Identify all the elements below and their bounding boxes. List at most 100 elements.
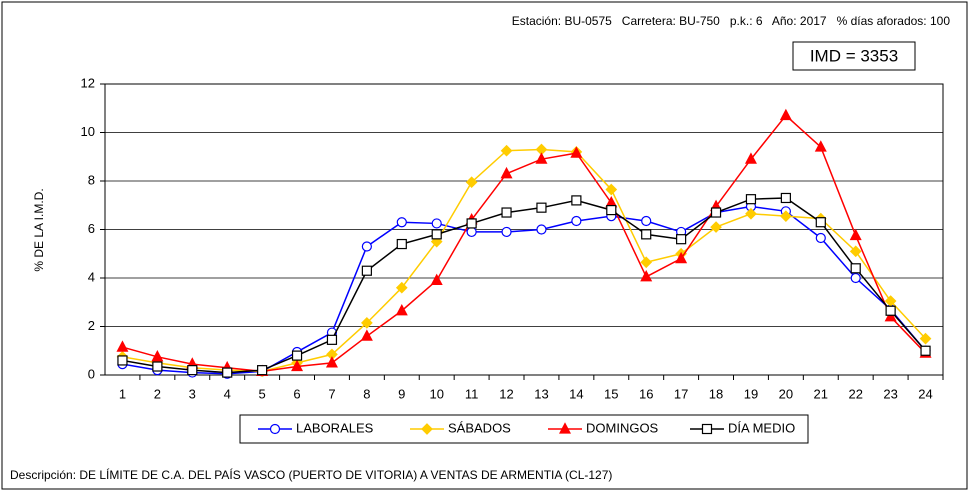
imd-label: IMD = 3353 — [810, 46, 898, 65]
y-tick-label: 12 — [81, 75, 95, 90]
x-tick-label: 6 — [293, 386, 300, 401]
data-point — [885, 305, 896, 316]
x-tick-label: 15 — [604, 386, 618, 401]
y-tick-label: 8 — [88, 172, 95, 187]
data-point — [676, 234, 687, 245]
data-point — [151, 350, 164, 362]
data-point — [849, 245, 862, 258]
legend-marker — [701, 423, 713, 435]
legend-label: LABORALES — [296, 420, 374, 435]
y-tick-label: 2 — [88, 318, 95, 333]
data-point — [361, 265, 372, 276]
data-point — [850, 272, 861, 284]
legend-marker — [421, 423, 433, 435]
data-point — [710, 207, 722, 218]
x-tick-label: 18 — [709, 386, 723, 401]
y-tick-label: 6 — [88, 221, 95, 236]
data-point — [884, 310, 897, 322]
data-point — [501, 207, 512, 218]
data-point — [361, 317, 373, 329]
data-point — [570, 146, 583, 158]
legend-label: DÍA MEDIO — [728, 420, 795, 435]
x-tick-label: 23 — [883, 386, 897, 401]
data-point — [152, 361, 163, 372]
imd-box — [792, 41, 916, 71]
y-axis-label: % DE LA I.M.D. — [32, 188, 46, 271]
data-point — [501, 226, 512, 238]
data-point — [430, 273, 443, 286]
x-tick-label: 22 — [848, 386, 862, 401]
x-tick-label: 4 — [224, 386, 231, 401]
x-tick-label: 20 — [779, 386, 793, 401]
data-point — [571, 195, 582, 206]
data-point — [745, 207, 757, 220]
data-point — [535, 152, 548, 164]
description: Descripción: DE LÍMITE DE C.A. DEL PAÍS … — [10, 467, 612, 482]
y-tick-label: 4 — [88, 269, 95, 284]
y-tick-label: 0 — [88, 366, 95, 381]
data-point — [395, 281, 408, 294]
data-point — [326, 334, 338, 345]
data-point — [606, 205, 617, 216]
x-tick-label: 24 — [918, 386, 932, 401]
data-point — [780, 210, 792, 223]
legend-marker — [269, 423, 281, 435]
data-point — [744, 152, 757, 164]
data-point — [395, 303, 408, 316]
legend-marker — [559, 422, 571, 434]
x-tick-label: 7 — [328, 386, 335, 401]
data-point — [779, 108, 792, 121]
x-tick-label: 21 — [814, 386, 828, 401]
data-point — [780, 192, 791, 204]
data-point — [536, 202, 547, 213]
legend-label: SÁBADOS — [448, 420, 511, 435]
data-point — [396, 238, 407, 250]
data-point — [431, 229, 442, 240]
x-tick-label: 2 — [154, 386, 161, 401]
data-point — [640, 256, 653, 269]
data-point — [850, 263, 861, 274]
data-point — [431, 218, 442, 229]
data-point — [117, 355, 128, 366]
data-point — [815, 232, 826, 244]
data-point — [396, 217, 407, 228]
data-point — [291, 359, 304, 372]
data-point — [849, 228, 862, 241]
data-point — [710, 221, 722, 233]
data-point — [571, 215, 582, 227]
data-point — [641, 215, 652, 227]
data-point — [536, 224, 547, 235]
data-point — [605, 183, 618, 196]
legend-label: DOMINGOS — [586, 420, 659, 435]
data-point — [640, 269, 653, 282]
data-point — [291, 350, 303, 361]
x-tick-label: 5 — [259, 386, 266, 401]
x-tick-label: 12 — [499, 386, 513, 401]
x-tick-label: 8 — [363, 386, 370, 401]
series-line — [122, 197, 927, 374]
x-tick-label: 10 — [429, 386, 443, 401]
x-tick-label: 16 — [639, 386, 653, 401]
data-point — [466, 218, 477, 229]
data-point — [641, 229, 652, 240]
data-point — [815, 217, 826, 228]
data-point — [466, 226, 477, 238]
y-tick-label: 10 — [81, 124, 95, 139]
data-point — [745, 194, 757, 205]
x-tick-label: 11 — [465, 386, 479, 401]
x-tick-label: 14 — [569, 386, 583, 401]
x-tick-label: 13 — [534, 386, 548, 401]
data-point — [222, 367, 233, 378]
data-point — [500, 144, 513, 157]
data-point — [500, 166, 513, 179]
data-point — [361, 241, 372, 252]
data-point — [187, 365, 198, 376]
data-point — [675, 251, 688, 264]
header: Estación: BU-0575 Carretera: BU-750 p.k.… — [512, 14, 951, 28]
data-point — [116, 340, 129, 352]
data-point — [257, 365, 268, 376]
data-point — [325, 356, 338, 368]
x-tick-label: 3 — [189, 386, 196, 401]
x-tick-label: 1 — [119, 386, 126, 401]
